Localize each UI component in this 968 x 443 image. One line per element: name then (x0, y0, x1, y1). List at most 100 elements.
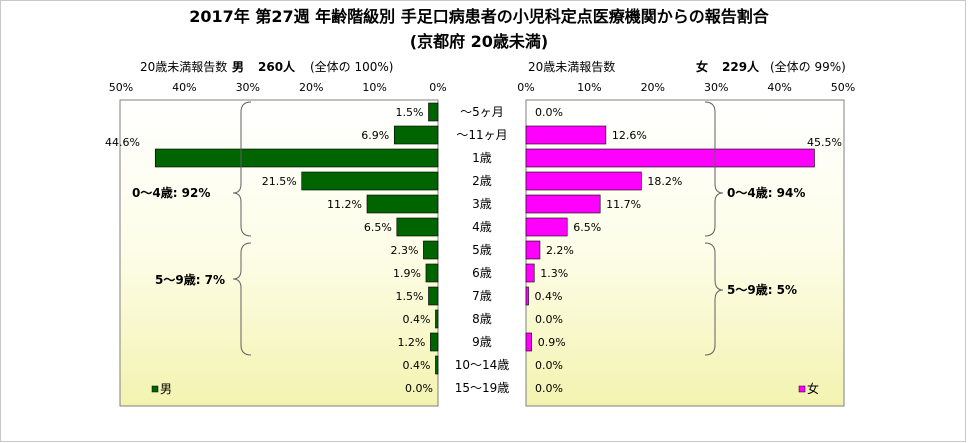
category-label: 7歳 (472, 289, 492, 303)
female-tick-label: 30% (704, 81, 728, 94)
female-bar (525, 263, 535, 283)
female-value-label: 0.4% (535, 290, 563, 303)
female-header-label: 20歳未満報告数 (528, 59, 615, 74)
male-header-label: 20歳未満報告数 (140, 59, 227, 74)
male-legend: 男 (151, 382, 172, 396)
female-bar (525, 194, 601, 214)
male-header: 20歳未満報告数 男 260人 (全体の 100%) (140, 59, 394, 74)
female-bars (525, 125, 815, 352)
male-header-total: (全体の 100%) (310, 59, 394, 74)
female-legend-label: 女 (807, 381, 819, 396)
male-bar (428, 286, 439, 306)
male-tick-label: 10% (362, 81, 386, 94)
female-brace-5-9 (704, 242, 724, 356)
female-bar (525, 217, 568, 237)
female-value-labels: 0.0% 12.6% 45.5% 18.2% 11.7% 6.5% 2.2% 1.3% 0.4%… (535, 106, 842, 395)
category-label: 6歳 (472, 266, 492, 280)
male-legend-label: 男 (160, 382, 172, 396)
female-value-label: 12.6% (612, 129, 647, 142)
female-value-label: 0.9% (538, 336, 566, 349)
male-bar (435, 355, 439, 375)
male-bar (430, 332, 439, 352)
male-value-label: 6.9% (361, 129, 389, 142)
male-value-labels: 1.5% 6.9% 44.6% 21.5% 11.2%6.5% 2.3% 1.9% 1.5% 0… (105, 106, 433, 395)
male-value-label: 2.3% (390, 244, 418, 257)
female-bar (525, 171, 642, 191)
female-group-5-9: 5～9歳: 5% (727, 282, 797, 297)
male-bars (154, 102, 439, 375)
female-tick-label: 50% (831, 81, 855, 94)
male-brace-5-9 (232, 242, 252, 356)
female-brace-0-4 (704, 101, 724, 237)
female-tick-label: 10% (577, 81, 601, 94)
male-value-label: 1.2% (397, 336, 425, 349)
female-legend: 女 (798, 381, 819, 396)
category-label: 2歳 (472, 174, 492, 188)
male-value-label: 0.0% (405, 382, 433, 395)
female-bar (525, 240, 541, 260)
male-bar (154, 148, 439, 168)
category-label: 1歳 (472, 151, 492, 165)
category-label: 10～14歳 (455, 358, 510, 372)
male-value-label: 1.5% (396, 290, 424, 303)
female-value-label: 1.3% (540, 267, 568, 280)
category-labels: ～5ヶ月 ～11ヶ月 1歳 2歳 3歳 4歳 5歳 6歳 7歳 8歳 9歳 10～14歳 15～19歳 (455, 105, 510, 395)
category-label: ～11ヶ月 (456, 128, 507, 142)
male-value-label: 0.4% (403, 359, 431, 372)
male-brace-0-4 (232, 101, 252, 237)
male-bar (396, 217, 439, 237)
female-bar (525, 332, 533, 352)
female-tick-label: 20% (641, 81, 665, 94)
male-header-sex: 男 (232, 60, 244, 74)
male-bar (423, 240, 439, 260)
male-tick-label: 0% (429, 81, 446, 94)
female-tick-label: 0% (517, 81, 534, 94)
male-bar (425, 263, 439, 283)
female-bar (525, 125, 607, 145)
male-bar (366, 194, 439, 214)
male-value-label: 6.5% (364, 221, 392, 234)
male-legend-swatch (151, 385, 159, 393)
male-value-label: 1.5% (396, 106, 424, 119)
female-legend-swatch (798, 385, 806, 393)
category-label: 4歳 (472, 220, 492, 234)
male-value-label: 44.6% (105, 136, 140, 149)
female-bar (525, 286, 529, 306)
male-tick-label: 20% (299, 81, 323, 94)
female-value-label: 0.0% (535, 313, 563, 326)
female-axis-ticks: 0% 10% 20% 30% 40% 50% (517, 81, 855, 94)
female-tick-label: 40% (767, 81, 791, 94)
female-value-label: 45.5% (807, 136, 842, 149)
male-axis-ticks: 0% 10% 20% 30% 40% 50% (109, 81, 447, 94)
female-header-total: (全体の 99%) (770, 59, 846, 74)
female-bar (525, 148, 815, 168)
male-value-label: 11.2% (327, 198, 362, 211)
male-bar (393, 125, 439, 145)
male-bar (301, 171, 439, 191)
category-label: 3歳 (472, 197, 492, 211)
category-label: 8歳 (472, 312, 492, 326)
chart-title: 2017年 第27週 年齢階級別 手足口病患者の小児科定点医療機関からの報告割合 (189, 7, 770, 26)
female-value-label: 18.2% (647, 175, 682, 188)
category-label: 15～19歳 (455, 381, 510, 395)
female-value-label: 0.0% (535, 106, 563, 119)
category-label: 5歳 (472, 243, 492, 257)
female-header-count: 229人 (722, 59, 760, 74)
male-value-label: 21.5% (262, 175, 297, 188)
male-tick-label: 40% (172, 81, 196, 94)
male-tick-label: 50% (109, 81, 133, 94)
category-label: 9歳 (472, 335, 492, 349)
category-label: ～5ヶ月 (460, 105, 504, 119)
male-group-5-9: 5～9歳: 7% (155, 272, 225, 287)
female-value-label: 6.5% (573, 221, 601, 234)
female-value-label: 11.7% (606, 198, 641, 211)
female-value-label: 0.0% (535, 382, 563, 395)
female-value-label: 0.0% (535, 359, 563, 372)
male-header-count: 260人 (258, 59, 296, 74)
male-bar (435, 309, 439, 329)
male-bar (428, 102, 439, 122)
male-tick-label: 30% (236, 81, 260, 94)
female-header-sex: 女 (696, 59, 708, 74)
chart-subtitle: (京都府 20歳未満) (410, 32, 548, 51)
